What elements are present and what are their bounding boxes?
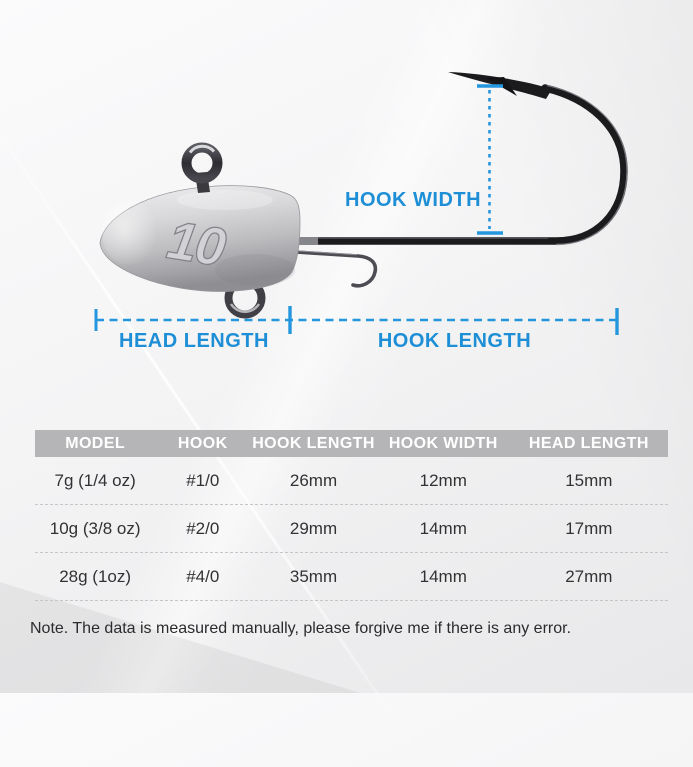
cell-head-length: 15mm (565, 470, 613, 490)
table-row: 7g (1/4 oz) #1/0 26mm 12mm 15mm (35, 457, 668, 505)
cell-hook: #1/0 (186, 470, 220, 490)
jig-head: 10 (99, 185, 301, 292)
header-hook-length: HOOK LENGTH (252, 434, 375, 452)
cell-hook: #4/0 (186, 566, 220, 586)
spec-table: MODEL HOOK HOOK LENGTH HOOK WIDTH HEAD L… (35, 430, 668, 601)
product-photo: 10 (94, 72, 628, 335)
table-row: 10g (3/8 oz) #2/0 29mm 14mm 17mm (35, 505, 668, 553)
note-text: Note. The data is measured manually, ple… (30, 620, 572, 637)
fishing-hook (294, 72, 628, 246)
header-hook: HOOK (177, 434, 228, 452)
cell-hook: #2/0 (186, 518, 220, 538)
cell-hook-width: 14mm (419, 518, 467, 538)
cell-head-length: 17mm (565, 518, 613, 538)
head-length-label: HEAD LENGTH (119, 330, 269, 352)
cell-hook-length: 35mm (289, 566, 338, 586)
weight-marking: 10 (163, 210, 230, 278)
cell-hook-length: 26mm (289, 470, 338, 490)
hook-length-label: HOOK LENGTH (377, 330, 532, 352)
cell-model: 7g (1/4 oz) (54, 470, 136, 490)
cell-hook-width: 14mm (419, 566, 467, 586)
cell-hook-length: 29mm (289, 518, 338, 538)
dimension-lines (94, 84, 619, 335)
bait-keeper-wire (294, 250, 378, 288)
header-head-length: HEAD LENGTH (528, 434, 649, 452)
hook-width-label: HOOK WIDTH (345, 189, 482, 211)
header-model: MODEL (65, 434, 126, 452)
cell-head-length: 27mm (565, 566, 613, 586)
cell-model: 10g (3/8 oz) (49, 518, 141, 538)
cell-model: 28g (1oz) (59, 566, 132, 586)
cell-hook-width: 12mm (419, 470, 467, 490)
table-row: 28g (1oz) #4/0 35mm 14mm 27mm (35, 553, 668, 601)
eyelet-ring (181, 142, 223, 193)
table-header-row: MODEL HOOK HOOK LENGTH HOOK WIDTH HEAD L… (35, 430, 668, 457)
header-hook-width: HOOK WIDTH (388, 434, 498, 452)
